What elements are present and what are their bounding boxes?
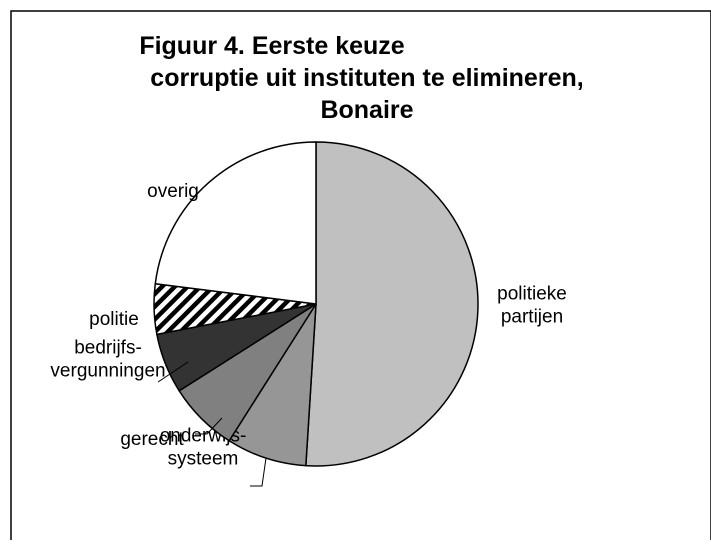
slice-label: systeem [168, 449, 239, 470]
title-line: Figuur 4. Eerste keuze [139, 32, 404, 60]
slice-label: partijen [501, 307, 563, 328]
title-line: corruptie uit instituten te elimineren, [150, 64, 583, 92]
slice-label: overig [147, 181, 199, 202]
pie-slice [305, 141, 479, 467]
leader-line [195, 417, 223, 435]
leader-line [157, 361, 189, 383]
slice-label: politieke [497, 284, 567, 305]
slice-label: bedrijfs- [74, 338, 142, 359]
slice-label: vergunningen [50, 361, 165, 382]
title-line: Bonaire [320, 96, 413, 124]
frame [10, 10, 711, 545]
leader-line [250, 457, 267, 487]
slice-label: politie [89, 309, 139, 330]
slice-label: gerecht [120, 429, 184, 450]
pie-slice [154, 141, 317, 305]
